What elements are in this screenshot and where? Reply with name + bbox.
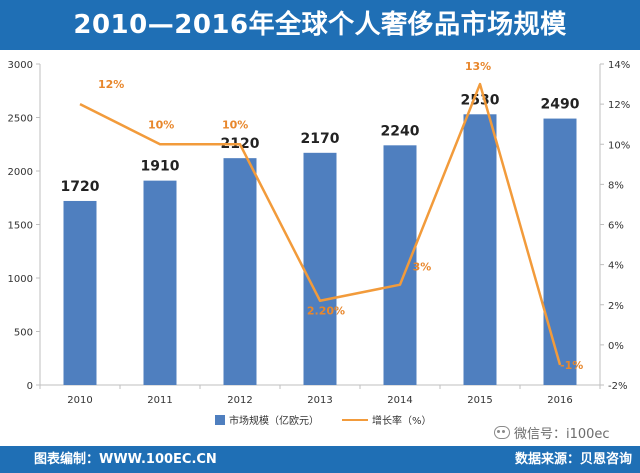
x-tick-label: 2011 [147, 395, 172, 406]
wechat-icon [494, 426, 510, 439]
wechat-watermark: 微信号：i100ec [494, 423, 610, 442]
title-bar [0, 0, 640, 50]
left-tick-label: 0 [27, 381, 33, 392]
right-tick-label: 12% [608, 100, 630, 111]
growth-value-label: -1% [560, 359, 583, 372]
growth-value-label: 10% [148, 118, 174, 131]
footer-source: 数据来源：贝恩咨询 [514, 452, 632, 467]
right-tick-label: 6% [608, 221, 624, 232]
right-tick-label: 0% [608, 341, 624, 352]
bar-value-label: 1910 [141, 159, 180, 175]
right-tick-label: 14% [608, 60, 630, 71]
right-tick-label: -2% [608, 381, 627, 392]
bar [143, 180, 177, 385]
x-tick-label: 2010 [67, 395, 92, 406]
x-tick-label: 2015 [467, 395, 492, 406]
right-tick-label: 2% [608, 301, 624, 312]
legend-bar-swatch [215, 415, 225, 425]
watermark-text: 微信号：i100ec [514, 427, 610, 442]
growth-value-label: 3% [413, 261, 432, 274]
bar [463, 114, 497, 385]
growth-value-label: 10% [222, 118, 248, 131]
x-tick-label: 2014 [387, 395, 412, 406]
growth-value-label: 12% [98, 78, 124, 91]
x-tick-label: 2013 [307, 395, 332, 406]
bar-value-label: 2170 [301, 131, 340, 147]
right-tick-label: 4% [608, 261, 624, 272]
growth-line [79, 82, 562, 366]
footer-credit: 图表编制：WWW.100EC.CN [34, 452, 217, 467]
right-tick-label: 8% [608, 180, 624, 191]
bar [543, 118, 577, 385]
left-tick-label: 2500 [8, 114, 33, 125]
growth-value-label: 2.20% [307, 305, 345, 318]
chart-canvas: 0 500 1000 1500 2000 2500 3000 -2% 0% 2% 4% 6% 8% 10%… [8, 60, 631, 427]
bar-value-label: 2240 [381, 123, 420, 139]
bar [63, 200, 97, 385]
legend-line-label: 增长率（%） [372, 414, 432, 427]
growth-value-label: 13% [465, 60, 491, 73]
bar [383, 145, 417, 385]
left-tick-label: 1500 [8, 221, 33, 232]
left-tick-label: 2000 [8, 167, 33, 178]
footer-bar [0, 446, 640, 473]
right-tick-label: 10% [608, 140, 630, 151]
left-tick-label: 1000 [8, 274, 33, 285]
bar-value-label: 2490 [541, 97, 580, 113]
bar-value-label: 2530 [461, 92, 500, 108]
left-tick-label: 500 [14, 328, 33, 339]
bar [223, 158, 257, 385]
left-tick-label: 3000 [8, 60, 33, 71]
bar-value-label: 1720 [61, 179, 100, 195]
legend-bar-label: 市场规模（亿欧元） [229, 414, 319, 427]
x-tick-label: 2016 [547, 395, 572, 406]
bar [303, 152, 337, 385]
chart-title: 2010—2016年全球个人奢侈品市场规模 [73, 10, 567, 40]
x-tick-label: 2012 [227, 395, 252, 406]
